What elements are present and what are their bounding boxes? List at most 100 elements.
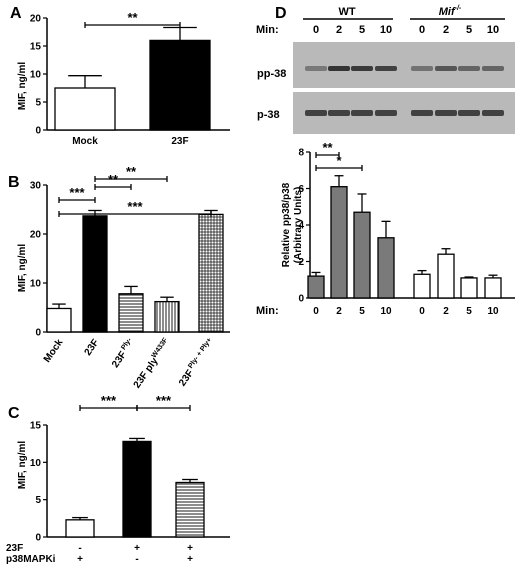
x-tick-label: 23F Ply- + Ply+ — [176, 337, 217, 389]
chart-panel-a: 0 5 10 15 20 ** Mock 23F — [30, 10, 230, 147]
row-label: 23F — [6, 543, 23, 554]
bar — [65, 519, 95, 538]
significance-label: * — [336, 153, 342, 168]
x-tick-label: 0 — [313, 306, 319, 317]
y-tick-label: 15 — [30, 42, 42, 53]
blot-wt-label: WT — [338, 6, 355, 18]
blot-band — [435, 66, 457, 71]
panel-b-ylabel: MIF, ng/ml — [17, 244, 28, 293]
row-value: + — [187, 554, 193, 565]
blot-mif-label: Mif-/- — [439, 5, 462, 18]
bar — [330, 186, 348, 299]
y-tick-label: 10 — [30, 70, 42, 81]
y-tick-label: 20 — [30, 14, 42, 25]
significance-label: *** — [127, 199, 143, 214]
panel-a-ylabel: MIF, ng/ml — [17, 62, 28, 111]
blot-band — [305, 66, 327, 71]
bar — [122, 440, 152, 538]
y-tick-label: 0 — [35, 126, 41, 137]
bar — [82, 215, 108, 333]
blot-time-label: 0 — [313, 24, 319, 36]
blot-min-label: Min: — [256, 24, 279, 36]
significance-label: ** — [322, 140, 333, 155]
row-value: - — [135, 554, 138, 565]
x-tick-label: 10 — [380, 306, 392, 317]
blot-time-label: 10 — [487, 24, 499, 36]
y-tick-label: 4 — [298, 221, 304, 232]
x-tick-label: 5 — [466, 306, 472, 317]
x-tick-label: 0 — [419, 306, 425, 317]
y-tick-label: 6 — [298, 184, 304, 195]
y-tick-label: 5 — [35, 495, 41, 506]
x-tick-label: Mock — [42, 337, 66, 365]
blot-band — [458, 110, 480, 116]
y-tick-label: 5 — [35, 98, 41, 109]
blot-band — [305, 110, 327, 116]
row-value: + — [134, 543, 140, 554]
row-value: + — [77, 554, 83, 565]
blot-band — [411, 110, 433, 116]
blot-band — [328, 110, 350, 116]
bar — [413, 273, 431, 299]
panel-c-ylabel: MIF, ng/ml — [17, 441, 28, 490]
x-tick-label: 5 — [359, 306, 365, 317]
x-tick-label: 23F — [83, 337, 102, 357]
x-tick-label: 23F — [171, 136, 188, 147]
significance-label: *** — [101, 393, 117, 408]
x-tick-label: 2 — [443, 306, 449, 317]
panel-c-letter: C — [8, 405, 20, 422]
blot-band — [482, 110, 504, 116]
bar — [149, 39, 211, 131]
blot-time-label: 5 — [466, 24, 472, 36]
y-tick-label: 20 — [30, 230, 42, 241]
y-tick-label: 8 — [298, 148, 304, 159]
blot-time-label: 5 — [359, 24, 365, 36]
y-tick-label: 10 — [30, 458, 42, 469]
row-value: + — [187, 543, 193, 554]
bar — [353, 211, 371, 299]
x-tick-label: 2 — [336, 306, 342, 317]
chart-panel-d: 0 2 4 6 8 *** Min: 0 2 5 10 0 2 5 10 — [256, 140, 515, 317]
bar — [118, 293, 144, 333]
bar — [198, 213, 224, 333]
x-axis-min-label: Min: — [256, 305, 279, 317]
blot-band — [482, 66, 504, 71]
blot-bands-pp38 — [305, 66, 504, 71]
blot-time-label: 0 — [419, 24, 425, 36]
y-tick-label: 0 — [298, 294, 304, 305]
blot-band — [458, 66, 480, 71]
blot-time-label: 10 — [380, 24, 392, 36]
blot-band — [351, 66, 373, 71]
row-label: p38MAPKi — [6, 554, 56, 565]
panel-a-letter: A — [10, 5, 22, 22]
y-tick-label: 0 — [35, 328, 41, 339]
row-value: - — [78, 543, 81, 554]
bar — [46, 307, 72, 333]
blot-band — [411, 66, 433, 71]
significance-label: *** — [156, 393, 172, 408]
bar — [377, 237, 395, 299]
blot-band — [375, 66, 397, 71]
x-tick-label: 10 — [487, 306, 499, 317]
blot-band — [351, 110, 373, 116]
blot-bands-p38 — [305, 110, 504, 116]
bar — [460, 277, 478, 299]
panel-d-ylabel-units: (Arbitrary Units) — [293, 187, 304, 264]
bar — [437, 253, 455, 299]
blot-time-labels: 0 2 5 10 0 2 5 10 — [313, 24, 499, 36]
blot-band — [328, 66, 350, 71]
bar — [54, 87, 116, 131]
blot-header: WT Mif-/- Min: — [256, 5, 505, 36]
panel-d-letter: D — [275, 5, 287, 22]
bar — [154, 300, 180, 333]
bar — [484, 277, 502, 299]
panel-d-ylabel: Relative pp38/p38 — [281, 182, 292, 267]
significance-label: ** — [126, 164, 137, 179]
x-tick-label: 23F plyW433F — [131, 336, 174, 390]
blot-row-label-pp38: pp-38 — [257, 68, 286, 80]
y-tick-label: 10 — [30, 279, 42, 290]
significance-label: *** — [69, 185, 85, 200]
significance-label: ** — [127, 10, 138, 25]
bar — [307, 275, 325, 299]
